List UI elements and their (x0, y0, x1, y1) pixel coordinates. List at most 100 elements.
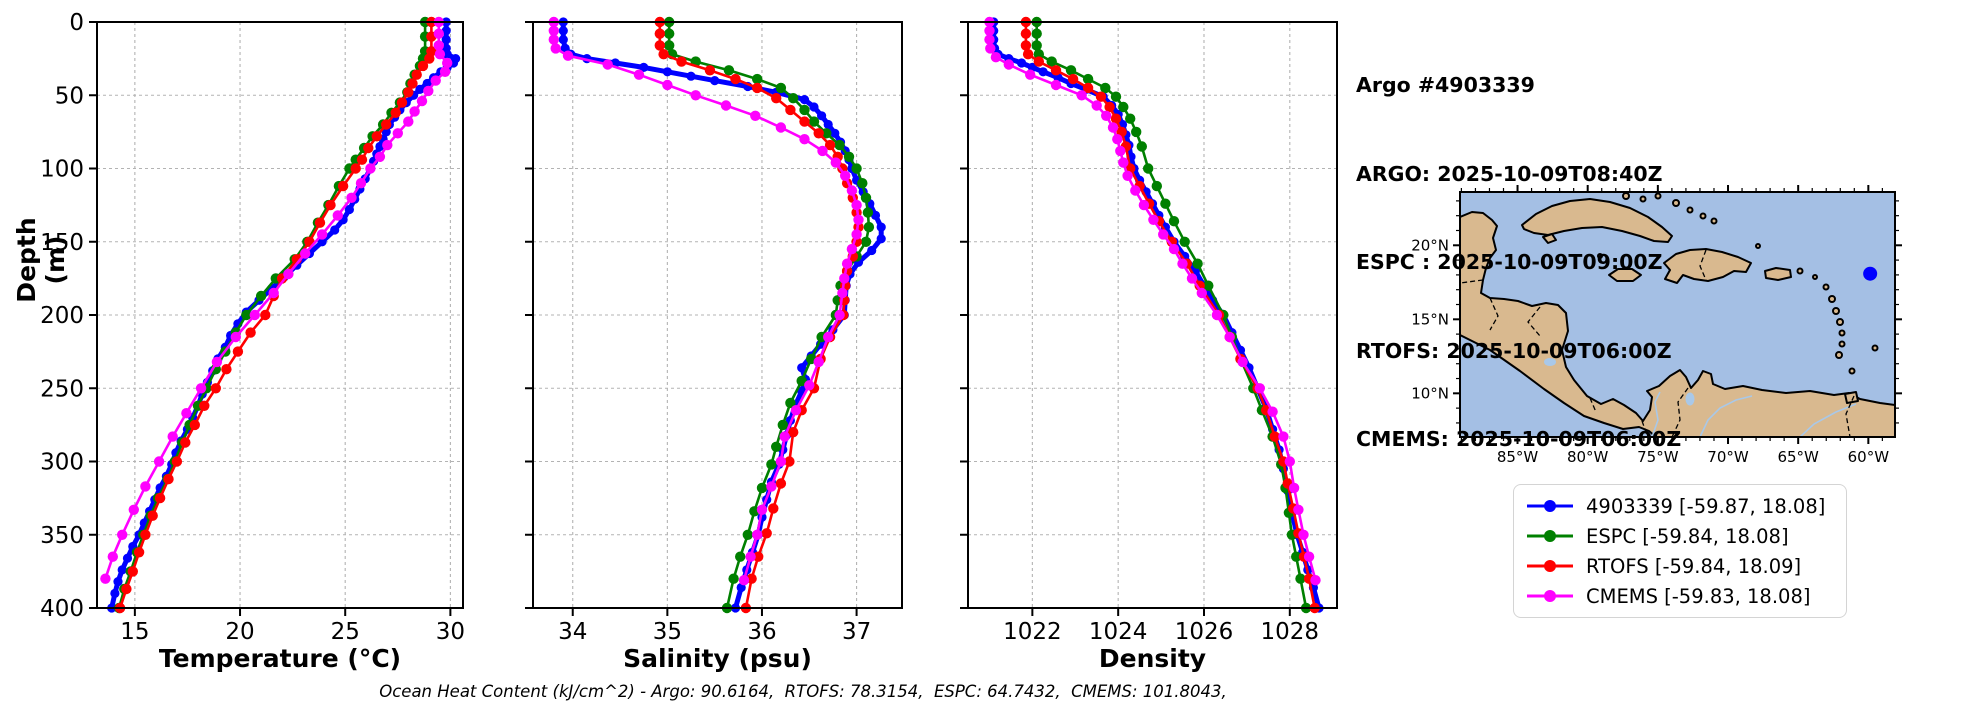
small-island (1686, 206, 1694, 214)
x-tick-label: 1026 (1175, 619, 1234, 645)
series-marker-CMEMS (985, 43, 996, 54)
series-marker-RTOFS (1067, 73, 1079, 85)
series-marker-CMEMS (332, 210, 343, 221)
series-marker-RTOFS (658, 49, 669, 60)
series-marker-RTOFS (1022, 49, 1034, 60)
series-marker-CMEMS (779, 431, 790, 442)
series-marker-ESPC (1295, 573, 1306, 584)
series-marker-CMEMS (442, 57, 453, 69)
series-marker-CMEMS (840, 170, 851, 181)
series-marker-ESPC (788, 93, 799, 104)
series-marker-CMEMS (268, 287, 279, 299)
series-marker-CMEMS (283, 268, 294, 280)
series-marker-CMEMS (813, 356, 824, 368)
series-marker-CMEMS (1158, 229, 1169, 240)
series-marker-CMEMS (750, 110, 761, 122)
series-marker-ESPC (771, 441, 782, 452)
series-marker-CMEMS (100, 573, 111, 584)
series-marker-RTOFS (784, 456, 795, 467)
series-marker-RTOFS (189, 419, 200, 431)
series-marker-CMEMS (1101, 110, 1112, 122)
series-marker-CMEMS (846, 243, 858, 255)
series-marker-ESPC (1065, 65, 1077, 76)
x-tick-label: 1028 (1261, 619, 1320, 645)
series-marker-RTOFS (381, 119, 392, 130)
series-marker-ESPC (735, 551, 746, 562)
series-marker-CMEMS (1186, 273, 1198, 284)
legend-label: RTOFS [-59.84, 18.09] (1586, 554, 1802, 578)
series-marker-RTOFS (1082, 82, 1094, 94)
series-marker-CMEMS (775, 456, 787, 467)
argo-timestamp: ARGO: 2025-10-09T08:40Z (1356, 161, 1663, 186)
series-marker-CMEMS (752, 529, 763, 540)
series-marker-RTOFS (154, 492, 166, 504)
river (1699, 395, 1753, 437)
series-marker-CMEMS (853, 214, 864, 225)
series-marker-RTOFS (403, 87, 414, 98)
series-marker-RTOFS (424, 53, 435, 64)
series-marker-CMEMS (846, 185, 858, 196)
series-marker-ESPC (756, 482, 768, 494)
argo-line-marker-icon (1527, 500, 1573, 512)
series-marker-CMEMS (1284, 456, 1296, 467)
series-marker-4903339 (344, 204, 354, 215)
series-marker-4903339 (317, 237, 327, 247)
series-marker-RTOFS (785, 104, 796, 116)
series-marker-CMEMS (775, 122, 787, 133)
series-marker-RTOFS (771, 93, 782, 104)
series-marker-RTOFS (140, 529, 151, 540)
series-marker-4903339 (823, 119, 833, 130)
series-marker-RTOFS (1020, 40, 1032, 51)
country-border (1671, 387, 1689, 437)
salinity-axis-label: Salinity (psu) (623, 644, 812, 673)
series-marker-4903339 (797, 363, 807, 373)
series-marker-CMEMS (365, 163, 376, 174)
series-marker-ESPC (775, 82, 787, 94)
series-marker-CMEMS (1025, 69, 1036, 80)
legend-entry-cmems: CMEMS [-59.83, 18.08] (1526, 581, 1834, 611)
series-marker-4903339 (122, 553, 133, 563)
map-frame (1459, 191, 1896, 438)
series-marker-CMEMS (1267, 406, 1278, 417)
map-lat-label: 20°N (1411, 236, 1449, 254)
series-marker-RTOFS (411, 69, 422, 80)
lake-nicaragua (1544, 358, 1556, 366)
series-marker-4903339 (422, 78, 432, 89)
rtofs-line-marker-icon (1527, 560, 1573, 572)
jamaica (1608, 268, 1642, 282)
mainland-central-south-america (1460, 211, 1895, 437)
series-marker-RTOFS (171, 456, 183, 467)
series-marker-RTOFS (245, 327, 256, 338)
series-marker-ESPC (860, 236, 872, 247)
rtofs-timestamp: RTOFS: 2025-10-09T06:00Z (1356, 338, 1672, 363)
series-marker-CMEMS (839, 273, 850, 284)
series-marker-CMEMS (1118, 157, 1129, 168)
lake-maracaibo (1685, 392, 1695, 406)
series-marker-CMEMS (990, 52, 1002, 63)
series-marker-RTOFS (799, 116, 810, 127)
profile-panel: 1022 1024 1026 1028 (960, 16, 1338, 645)
series-marker-RTOFS (704, 65, 716, 76)
series-marker-ESPC (860, 192, 872, 203)
map: 85°W 80°W 75°W 70°W 65°W 60°W 20°N 15°N 10°N (1411, 185, 1902, 466)
series-marker-RTOFS (788, 427, 799, 438)
series-marker-CMEMS (153, 456, 165, 467)
series-marker-CMEMS (1177, 258, 1188, 269)
series-marker-CMEMS (230, 331, 241, 343)
series-marker-CMEMS (430, 75, 441, 86)
series-marker-RTOFS (1033, 56, 1045, 67)
series-marker-4903339 (1038, 67, 1048, 77)
series-marker-ESPC (728, 573, 739, 584)
series-marker-ESPC (742, 529, 753, 540)
series-marker-ESPC (799, 104, 810, 116)
series-marker-4903339 (330, 225, 340, 235)
series-marker-4903339 (686, 71, 696, 81)
series-marker-CMEMS (1050, 79, 1062, 91)
series-marker-CMEMS (662, 79, 673, 91)
y-tick-label: 50 (55, 83, 84, 109)
series-marker-RTOFS (390, 107, 401, 119)
series-marker-ESPC (1168, 216, 1180, 227)
series-marker-ESPC (1203, 280, 1214, 291)
country-border (1641, 420, 1647, 433)
